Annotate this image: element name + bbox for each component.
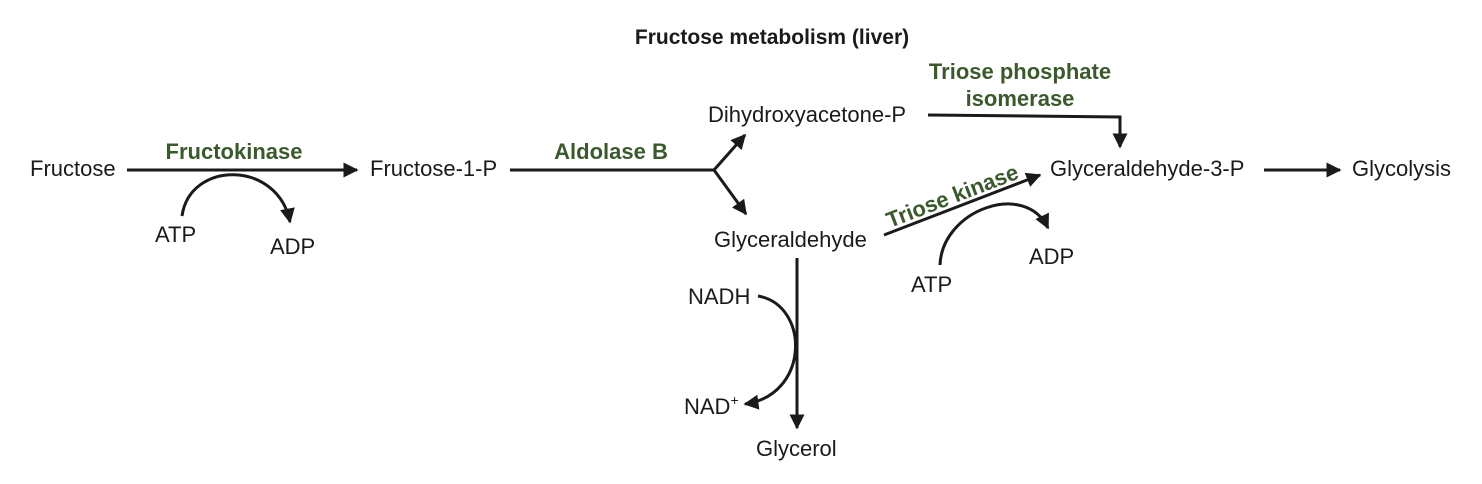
diagram-title: Fructose metabolism (liver): [635, 26, 909, 49]
glyceraldehyde-3-p-label: Glyceraldehyde-3-P: [1050, 156, 1244, 181]
fructokinase-label: Fructokinase: [166, 139, 303, 164]
glycerol-label: Glycerol: [756, 436, 837, 461]
fructose-1-p-label: Fructose-1-P: [370, 156, 497, 181]
adp-triose-kinase-label: ADP: [1029, 244, 1074, 269]
triose-phosphate-isomerase-line2: isomerase: [966, 86, 1075, 111]
adp-fructokinase-label: ADP: [270, 234, 315, 259]
nadh-to-nad-curve: [743, 294, 798, 410]
atp-fructokinase-label: ATP: [155, 222, 196, 247]
triose-kinase-label: Triose kinase: [883, 159, 1022, 232]
atp-to-adp-curve-2: [938, 202, 1050, 266]
glyceraldehyde-label: Glyceraldehyde: [714, 227, 867, 252]
glycolysis-label: Glycolysis: [1352, 156, 1451, 181]
dihydroxyacetone-p-label: Dihydroxyacetone-P: [708, 102, 906, 127]
nad-plus-label: NAD+: [684, 392, 739, 419]
atp-to-adp-curve-1: [180, 173, 295, 224]
nad-charge-superscript: +: [730, 392, 738, 408]
branch-to-glyceraldehyde-arrow: [712, 169, 748, 216]
branch-to-dhap-arrow: [712, 133, 747, 171]
aldolase-b-label: Aldolase B: [554, 139, 668, 164]
nadh-label: NADH: [688, 284, 750, 309]
dhap-to-g3p-arrow: [927, 113, 1128, 149]
triose-phosphate-isomerase-line1: Triose phosphate: [929, 59, 1111, 84]
fructose-label: Fructose: [30, 156, 116, 181]
nad-text: NAD: [684, 394, 730, 419]
glyceraldehyde-to-g3p-arrow: [883, 172, 1042, 237]
atp-triose-kinase-label: ATP: [911, 272, 952, 297]
